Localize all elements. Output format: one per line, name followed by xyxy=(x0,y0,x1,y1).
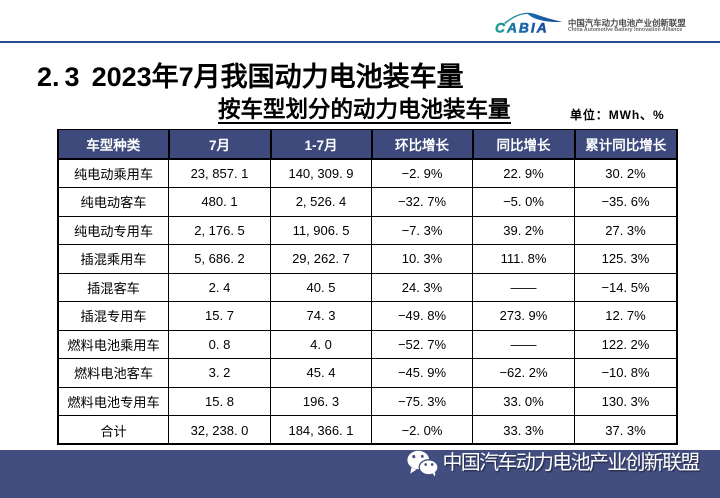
svg-text:CABIA: CABIA xyxy=(495,21,549,36)
